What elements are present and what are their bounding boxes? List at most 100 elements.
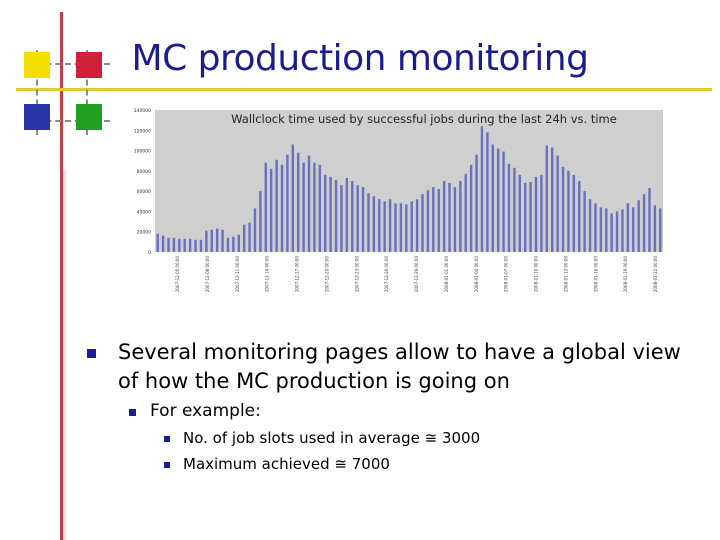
bullet-marker-2 xyxy=(129,409,136,416)
chart-bar xyxy=(653,205,657,252)
chart-bar xyxy=(632,207,635,252)
chart-bar xyxy=(210,229,213,252)
chart-bar xyxy=(194,239,197,252)
chart-bar xyxy=(513,167,516,252)
wallclock-chart: 0 20000 40000 60000 80000 100000 120000 140000 W… xyxy=(133,104,665,310)
chart-bar xyxy=(659,208,662,252)
decor-blue-square xyxy=(24,104,50,130)
chart-bar xyxy=(253,208,257,252)
chart-bar xyxy=(648,188,651,252)
chart-bar xyxy=(437,189,440,252)
chart-bar xyxy=(415,199,419,252)
chart-bar xyxy=(567,170,570,252)
chart-bar xyxy=(480,126,484,252)
chart-bar xyxy=(259,191,262,252)
chart-bar xyxy=(491,144,494,252)
chart-bar xyxy=(523,183,527,252)
chart-bar xyxy=(264,162,268,252)
chart-bar xyxy=(550,147,554,252)
chart-bar xyxy=(475,154,478,252)
chart-bar xyxy=(394,203,397,252)
decor-yellow-square xyxy=(24,52,50,78)
chart-bar xyxy=(605,208,608,252)
bullet-3-text: No. of job slots used in average ≅ 3000 xyxy=(183,429,481,447)
chart-bar xyxy=(172,237,176,252)
chart-bar xyxy=(464,173,467,252)
chart-bar xyxy=(534,176,538,252)
decor-green-square xyxy=(76,104,102,130)
chart-bar xyxy=(242,224,246,252)
x-tick-label: 2008-01-01 00:00 xyxy=(444,256,449,293)
chart-bar xyxy=(578,181,581,252)
chart-bar xyxy=(188,238,192,252)
y-tick-label: 60000 xyxy=(137,189,151,195)
x-tick-label: 2007-12-26 00:00 xyxy=(384,256,389,293)
plot-background xyxy=(155,110,663,252)
chart-bar xyxy=(156,233,159,252)
x-tick-label: 2007-12-23 00:00 xyxy=(354,256,359,292)
chart-bar xyxy=(432,187,435,252)
chart-bar xyxy=(529,182,532,252)
chart-bar xyxy=(496,148,500,252)
bullet-1-line-1: Several monitoring pages allow to have a… xyxy=(118,340,681,364)
decor-faint-line xyxy=(63,170,66,540)
x-tick-label: 2007-12-14 00:00 xyxy=(265,256,270,293)
chart-bar xyxy=(286,154,289,252)
chart-bar xyxy=(502,151,505,252)
chart-bar xyxy=(199,239,203,252)
chart-bar xyxy=(275,159,278,252)
decor-dashed-line-top xyxy=(26,63,110,65)
chart-bar xyxy=(388,199,392,252)
decor-dashed-line-bottom xyxy=(26,120,110,122)
bullet-4-text: Maximum achieved ≅ 7000 xyxy=(183,455,390,473)
chart-bar xyxy=(378,199,381,252)
chart-bar xyxy=(351,181,354,252)
chart-bar xyxy=(372,196,376,252)
chart-bar xyxy=(291,144,295,252)
wallclock-chart-svg: 0 20000 40000 60000 80000 100000 120000 140000 W… xyxy=(134,108,663,293)
x-tick-label: 2008-01-04 00:00 xyxy=(474,256,479,293)
chart-bar xyxy=(572,174,576,252)
decor-dashed-line-vertical xyxy=(86,50,88,135)
chart-bar xyxy=(448,183,451,252)
decor-red-square xyxy=(76,52,102,78)
chart-bar xyxy=(318,164,322,252)
chart-bar xyxy=(399,203,403,252)
x-tick-label: 2008-01-10 00:00 xyxy=(534,256,539,293)
bullet-marker-1 xyxy=(87,349,96,358)
chart-bar xyxy=(383,201,386,252)
chart-bar xyxy=(313,162,316,252)
chart-bar xyxy=(269,168,273,252)
decor-vertical-red-line xyxy=(60,12,63,540)
chart-bar xyxy=(615,211,619,252)
chart-bar xyxy=(518,174,522,252)
x-tick-label: 2007-12-08 00:00 xyxy=(205,256,210,293)
y-tick-label: 40000 xyxy=(137,209,151,215)
chart-bar xyxy=(469,164,473,252)
y-tick-label: 100000 xyxy=(134,149,151,155)
chart-bar xyxy=(302,162,305,252)
chart-bar xyxy=(232,236,235,252)
x-tick-label: 2008-01-22 00:00 xyxy=(653,256,658,293)
chart-bar xyxy=(599,207,603,252)
bullet-2-text: For example: xyxy=(150,401,261,421)
chart-bar xyxy=(280,164,284,252)
chart-bar xyxy=(340,185,343,252)
x-tick-label: 2007-12-11 00:00 xyxy=(235,256,240,293)
chart-bar xyxy=(453,187,457,252)
x-tick-label: 2007-12-29 00:00 xyxy=(414,256,419,293)
chart-bar xyxy=(183,238,186,252)
chart-bar xyxy=(610,213,613,252)
x-tick-label: 2007-12-17 00:00 xyxy=(295,256,300,293)
chart-bar xyxy=(486,132,489,252)
y-tick-label: 140000 xyxy=(134,108,151,114)
chart-bar xyxy=(561,166,565,252)
chart-bar xyxy=(621,209,624,252)
chart-bar xyxy=(345,177,349,252)
x-tick-label: 2008-01-16 00:00 xyxy=(593,256,598,293)
y-tick-label: 120000 xyxy=(134,128,151,134)
bullet-marker-4 xyxy=(164,462,170,468)
chart-bar xyxy=(167,237,170,252)
chart-bar xyxy=(556,155,559,252)
chart-bar xyxy=(205,230,208,252)
